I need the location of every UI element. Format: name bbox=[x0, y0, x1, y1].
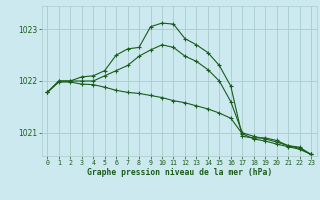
X-axis label: Graphe pression niveau de la mer (hPa): Graphe pression niveau de la mer (hPa) bbox=[87, 168, 272, 177]
